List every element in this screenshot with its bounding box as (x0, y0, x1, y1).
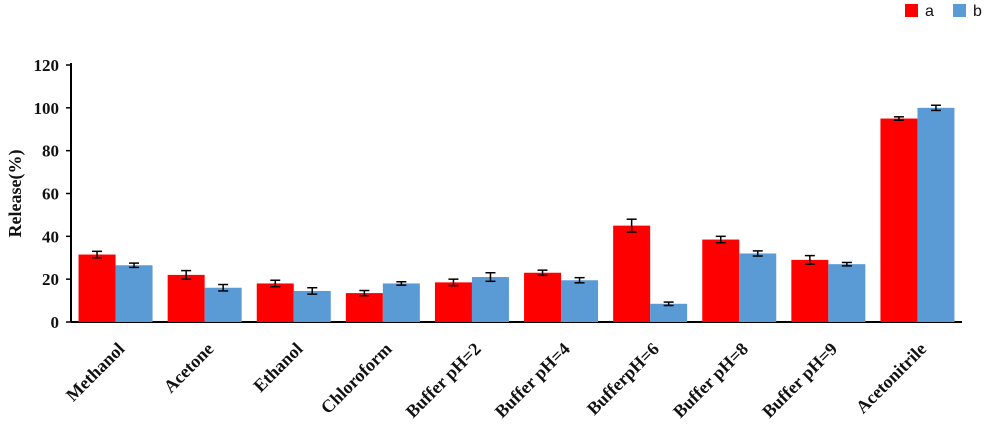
error-bar-a-ethanol (270, 279, 281, 288)
y-tick-label: 20 (42, 270, 59, 289)
error-bar-b-acetonitrile (930, 104, 941, 112)
error-bar-b-chloroform (396, 280, 407, 286)
x-tick-label-bufferph-6: BufferpH=6 (583, 339, 663, 419)
x-tick-label-chloroform: Chloroform (317, 339, 396, 418)
bar-a-methanol (78, 254, 116, 322)
x-axis: Methanol Acetone Ethanol Chloroform Buffer p… (62, 321, 962, 422)
legend-swatch (953, 4, 966, 17)
bar-b-buffer-ph-2 (471, 277, 509, 322)
bar-a-bufferph-6 (613, 225, 651, 322)
legend-item-a: a (905, 3, 934, 20)
bars-group (78, 104, 955, 323)
legend-item-b: b (953, 3, 982, 20)
bar-b-buffer-ph-8 (739, 253, 777, 322)
error-bar-b-buffer-ph-4 (574, 276, 585, 284)
error-bar-a-methanol (92, 250, 103, 259)
error-bar-a-chloroform (359, 289, 370, 297)
error-bar-b-ethanol (307, 286, 318, 295)
bar-b-bufferph-6 (650, 303, 688, 322)
y-tick-label: 80 (42, 142, 59, 161)
bar-a-buffer-ph-4 (524, 272, 562, 322)
x-tick-label-buffer-ph-8: Buffer pH=8 (669, 339, 752, 422)
bar-a-ethanol (256, 283, 294, 322)
y-tick-label: 60 (42, 185, 59, 204)
y-tick-label: 0 (51, 313, 60, 332)
y-tick-label: 120 (34, 56, 60, 75)
error-bar-a-acetonitrile (893, 116, 904, 122)
x-tick-label-buffer-ph-9: Buffer pH=9 (758, 339, 841, 422)
error-bar-b-buffer-ph-2 (485, 271, 496, 283)
bar-a-buffer-ph-9 (791, 259, 829, 322)
bar-a-buffer-ph-8 (702, 239, 740, 322)
error-bar-a-buffer-ph-4 (537, 269, 548, 277)
error-bar-a-buffer-ph-2 (448, 278, 459, 287)
error-bar-a-acetone (181, 269, 192, 280)
bar-b-buffer-ph-9 (828, 264, 866, 322)
y-axis-title: Release(%) (5, 150, 26, 238)
x-tick-label-buffer-ph-4: Buffer pH=4 (491, 339, 574, 422)
bar-a-buffer-ph-2 (434, 282, 472, 322)
error-bar-b-methanol (129, 262, 140, 269)
bar-b-acetonitrile (917, 107, 955, 322)
x-tick-label-methanol: Methanol (62, 339, 128, 405)
legend-label: b (973, 3, 982, 20)
error-bar-b-buffer-ph-9 (841, 261, 852, 267)
error-bar-a-bufferph-6 (626, 218, 637, 233)
x-tick-label-acetonitrile: Acetonitrile (852, 339, 930, 417)
error-bar-a-buffer-ph-9 (804, 254, 815, 265)
bar-b-acetone (204, 287, 242, 322)
bar-a-acetone (167, 274, 205, 322)
bar-a-acetonitrile (880, 118, 918, 323)
x-tick-label-acetone: Acetone (160, 339, 218, 397)
x-tick-label-ethanol: Ethanol (249, 339, 306, 396)
y-tick-label: 100 (34, 99, 60, 118)
error-bar-b-buffer-ph-8 (752, 250, 763, 257)
bar-a-chloroform (345, 293, 383, 322)
y-tick-label: 40 (42, 227, 59, 246)
bar-b-methanol (115, 265, 153, 322)
bar-b-chloroform (382, 283, 420, 322)
error-bar-b-bufferph-6 (663, 301, 674, 307)
error-bar-a-buffer-ph-8 (715, 235, 726, 244)
bar-b-buffer-ph-4 (561, 280, 599, 322)
x-tick-label-buffer-ph-2: Buffer pH=2 (402, 339, 485, 422)
bar-b-ethanol (293, 290, 331, 322)
legend-swatch (905, 4, 918, 17)
error-bar-b-acetone (218, 283, 229, 292)
y-axis: 0 20 40 60 80 100 120 (34, 56, 72, 332)
legend-label: a (925, 3, 934, 20)
